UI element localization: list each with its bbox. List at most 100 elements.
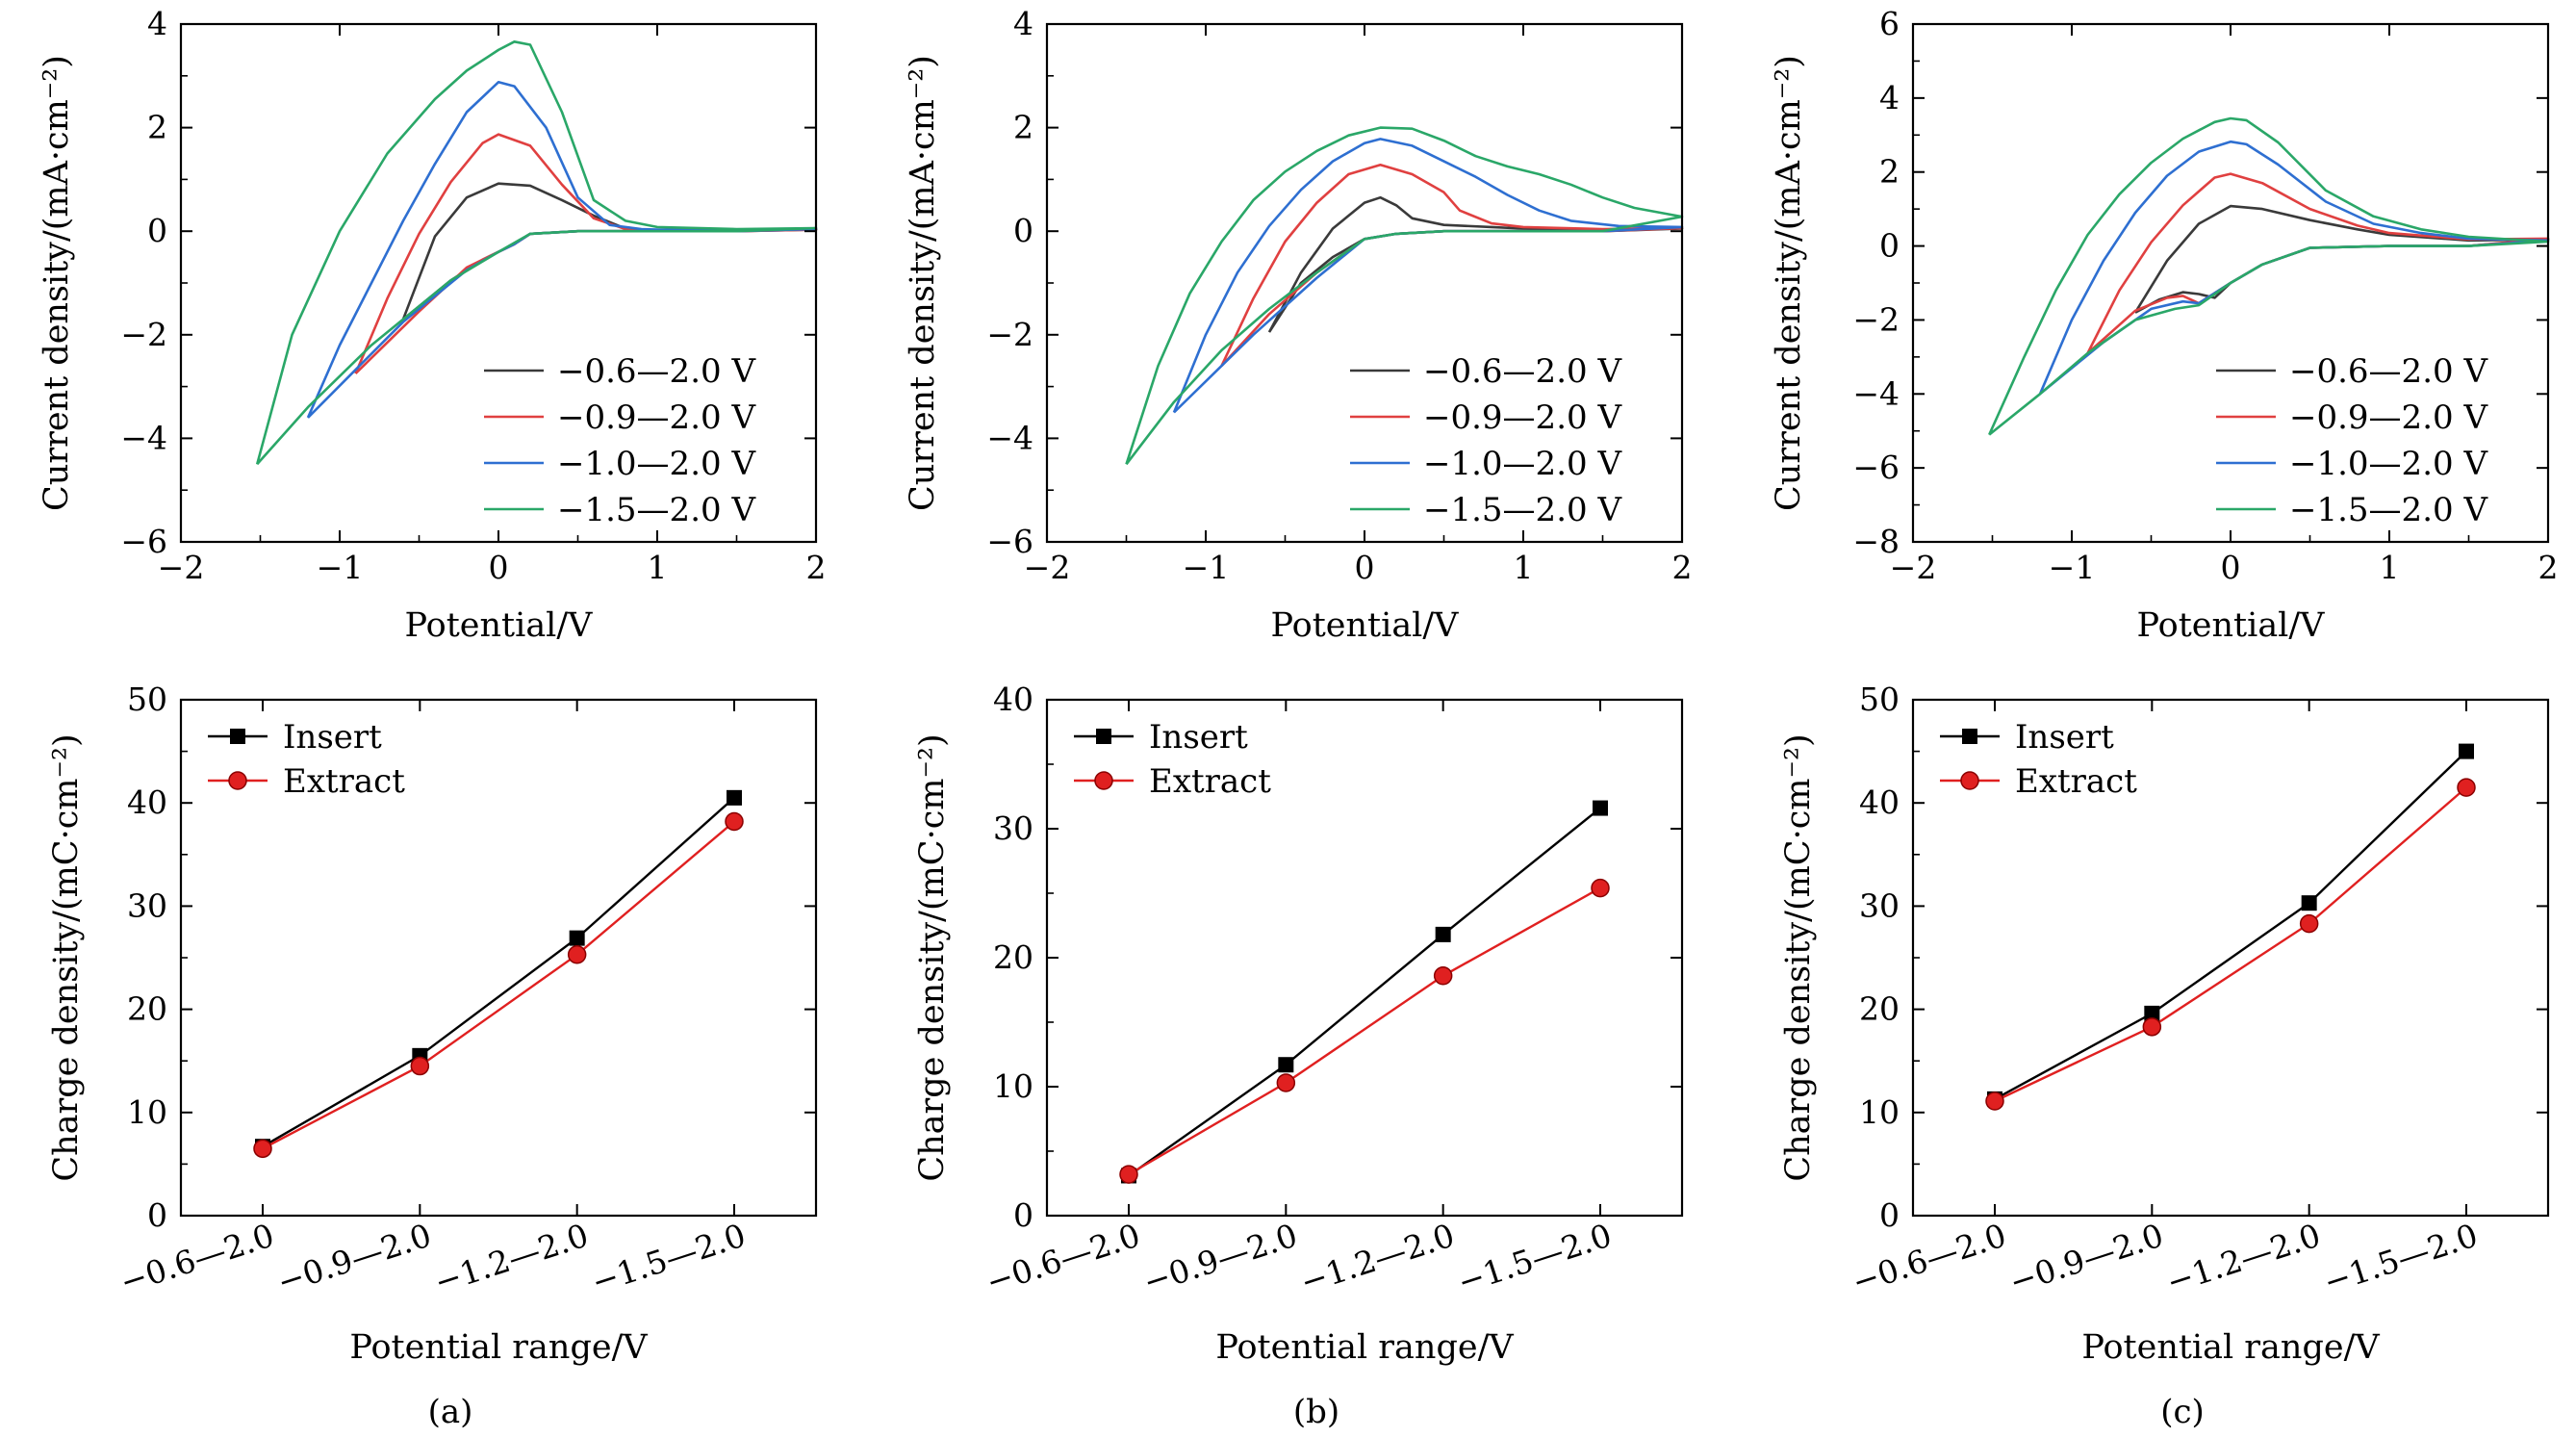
y-tick-label: 40 [1859,783,1900,821]
cv-series-line [1988,116,2550,436]
x-tick-label: −1 [1183,549,1230,586]
x-axis-label: Potential/V [405,606,594,645]
y-axis-label: Charge density/(mC·cm⁻²) [913,733,952,1181]
extract-marker [1591,878,1610,898]
x-tick-label: 2 [1672,549,1693,586]
legend-label: Insert [1149,718,1248,757]
extract-marker [725,811,744,832]
y-tick-label: 0 [1013,212,1033,249]
charge-series-line [1994,786,2467,1103]
y-tick-label: 30 [993,809,1033,847]
extract-marker [253,1139,272,1159]
legend-label: −0.6—2.0 V [2289,352,2488,391]
x-tick-label: −0.9—2.0 [2004,1217,2168,1301]
legend-marker [230,729,245,744]
extract-marker [567,945,587,964]
x-axis-label: Potential/V [1271,606,1460,645]
extract-marker [1276,1073,1296,1092]
y-tick-label: 0 [147,1196,167,1234]
legend-marker [228,771,247,790]
x-tick-label: −0.9—2.0 [272,1217,436,1301]
y-tick-label: 30 [1859,886,1900,924]
y-tick-label: −2 [120,316,167,353]
insert-marker [1278,1057,1294,1073]
y-tick-label: 4 [1879,79,1900,116]
panel-a: −2 −1 0 1 2 −6 −4 −2 0 2 4 Potential/V Current densi… [38,5,827,1431]
x-tick-label: −1.2—2.0 [430,1217,594,1301]
panel-caption-b: (b) [1293,1393,1339,1431]
y-tick-label: 6 [1879,5,1900,42]
extract-marker [1119,1165,1138,1184]
y-tick-label: 4 [147,5,167,42]
charge-plot-b: 0 10 20 30 40 −0.6—2.0−0.9—2.0−1.2—2.0−1.5—2.… [913,680,1684,1367]
y-axis-label: Charge density/(mC·cm⁻²) [47,733,86,1181]
y-tick-label: −8 [1852,523,1900,560]
legend-label: −0.6—2.0 V [1423,352,1622,391]
x-tick-label: 1 [2380,549,2400,586]
insert-marker [1593,800,1608,816]
y-tick-label: 0 [1879,227,1900,265]
cv-plot-b: −2 −1 0 1 2 −6 −4 −2 0 2 4 Potential/V Current densi… [904,5,1693,645]
y-tick-label: −2 [986,316,1033,353]
y-axis-label: Current density/(mA·cm⁻²) [904,55,942,511]
insert-marker [727,789,742,806]
y-tick-label: 0 [1013,1196,1033,1234]
insert-marker [2144,1005,2160,1021]
charge-series-line [1128,807,1601,1177]
extract-marker [1433,966,1453,986]
legend-label: Insert [283,718,382,757]
x-tick-label: 2 [2538,549,2559,586]
legend-marker [1096,729,1111,744]
cv-plot-c: −2 −1 0 1 2 −8 −6 −4 −2 0 2 4 6 Potential/V Current de… [1770,5,2559,645]
x-axis-label: Potential/V [2137,606,2326,645]
charge-plot-c: 0 10 20 30 40 50 −0.6—2.0−0.9—2.0−1.2—2.0−1.5—… [1779,680,2550,1367]
y-tick-label: −2 [1852,300,1900,338]
x-tick-label: −1.2—2.0 [2162,1217,2326,1301]
legend-label: Extract [2015,762,2137,801]
x-tick-label: −0.9—2.0 [1138,1217,1302,1301]
y-tick-label: 0 [147,212,167,249]
y-tick-label: 2 [1879,153,1900,191]
cv-series-line [354,133,818,375]
y-tick-label: 10 [127,1093,167,1131]
y-tick-label: 0 [1879,1196,1900,1234]
legend-label: Extract [283,762,405,801]
x-tick-label: −2 [1890,549,1937,586]
y-tick-label: 20 [993,938,1033,976]
legend-label: Extract [1149,762,1271,801]
y-tick-label: 20 [1859,990,1900,1028]
insert-marker [2459,743,2474,759]
y-tick-label: 10 [1859,1093,1900,1131]
legend-label: −0.9—2.0 V [1423,398,1622,437]
insert-marker [2301,895,2317,912]
cv-series-line [401,182,818,321]
extract-marker [410,1056,430,1076]
insert-marker [569,930,585,946]
y-tick-label: 40 [993,680,1033,718]
legend-marker [1960,771,1979,790]
panel-c: −2 −1 0 1 2 −8 −6 −4 −2 0 2 4 6 Potential/V Current de… [1770,5,2559,1431]
legend-label: −1.5—2.0 V [557,491,756,529]
charge-plot-a: 0 10 20 30 40 50 −0.6—2.0−0.9—2.0−1.2—2.0−1.5—… [47,680,818,1367]
legend-label: −1.5—2.0 V [1423,491,1622,529]
x-tick-label: −1 [2049,549,2096,586]
cv-series-line [255,39,818,466]
extract-marker [2142,1017,2162,1037]
extract-marker [1985,1091,2004,1111]
y-axis-label: Current density/(mA·cm⁻²) [1770,55,1808,511]
x-tick-label: −1.5—2.0 [2319,1217,2483,1301]
legend-marker [1094,771,1113,790]
legend-label: Insert [2015,718,2114,757]
x-axis-label: Potential range/V [349,1328,648,1367]
x-tick-label: 0 [2221,549,2241,586]
y-tick-label: 30 [127,886,167,924]
x-tick-label: −2 [158,549,205,586]
panel-caption-c: (c) [2160,1393,2205,1431]
x-tick-label: 0 [489,549,509,586]
insert-marker [1435,926,1451,942]
charge-series-line [1128,886,1601,1176]
cv-series-line [2038,140,2550,396]
legend-label: −1.0—2.0 V [2289,445,2488,483]
charge-series-line [1994,750,2467,1100]
